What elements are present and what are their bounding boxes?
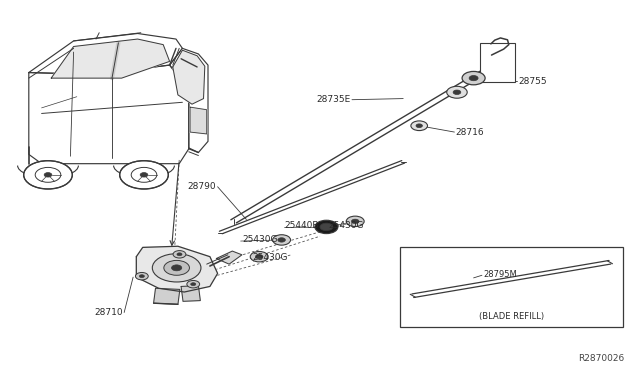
- Circle shape: [44, 173, 52, 177]
- Circle shape: [140, 275, 145, 278]
- Circle shape: [255, 254, 263, 259]
- Circle shape: [173, 251, 186, 258]
- Circle shape: [273, 235, 291, 245]
- Polygon shape: [136, 246, 218, 292]
- Text: 28795M: 28795M: [483, 270, 517, 279]
- Circle shape: [120, 161, 168, 189]
- Circle shape: [187, 280, 200, 288]
- Circle shape: [469, 76, 478, 81]
- Text: (BLADE REFILL): (BLADE REFILL): [479, 312, 544, 321]
- Circle shape: [172, 265, 182, 271]
- Text: 25430G: 25430G: [242, 235, 277, 244]
- Text: 25430G: 25430G: [253, 253, 288, 262]
- Circle shape: [315, 220, 338, 234]
- Circle shape: [351, 219, 359, 224]
- Polygon shape: [181, 286, 200, 301]
- Text: R2870026: R2870026: [578, 355, 624, 363]
- Polygon shape: [29, 33, 182, 74]
- Polygon shape: [190, 107, 207, 134]
- Text: 28710: 28710: [94, 308, 123, 317]
- Text: 28755: 28755: [518, 77, 547, 86]
- Circle shape: [411, 121, 428, 131]
- Circle shape: [462, 71, 485, 85]
- Bar: [400, 247, 623, 327]
- Circle shape: [278, 238, 285, 242]
- Circle shape: [191, 283, 196, 286]
- Text: 28716: 28716: [456, 128, 484, 137]
- Polygon shape: [173, 50, 205, 104]
- Circle shape: [136, 272, 148, 280]
- Polygon shape: [216, 251, 242, 264]
- Text: 25430G: 25430G: [328, 221, 364, 230]
- Polygon shape: [29, 65, 189, 164]
- Circle shape: [250, 251, 268, 262]
- Circle shape: [140, 173, 148, 177]
- Bar: [480, 43, 515, 82]
- Circle shape: [416, 124, 422, 128]
- Circle shape: [164, 260, 189, 275]
- Circle shape: [346, 216, 364, 227]
- Text: 28735E: 28735E: [316, 95, 351, 104]
- Polygon shape: [51, 39, 170, 78]
- Polygon shape: [154, 288, 180, 304]
- Polygon shape: [170, 48, 208, 153]
- Circle shape: [453, 90, 461, 94]
- Circle shape: [152, 254, 201, 282]
- Circle shape: [447, 86, 467, 98]
- Circle shape: [320, 223, 333, 231]
- Circle shape: [24, 161, 72, 189]
- Text: 25440B: 25440B: [285, 221, 319, 230]
- Text: 28790: 28790: [188, 182, 216, 191]
- Circle shape: [177, 253, 182, 256]
